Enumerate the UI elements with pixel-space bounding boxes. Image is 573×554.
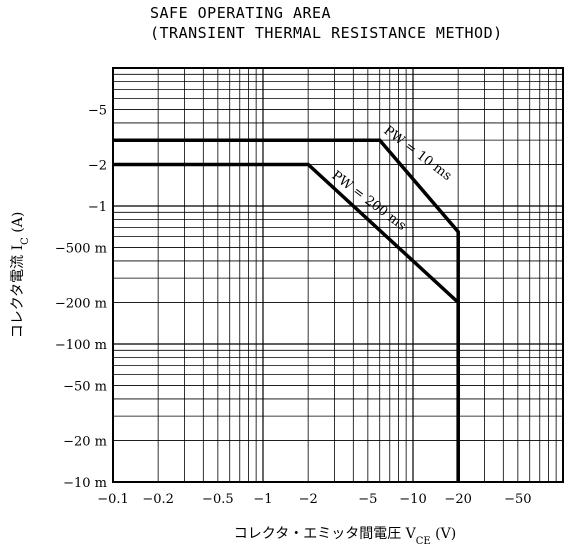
y-tick-label: −50 m bbox=[63, 380, 107, 395]
x-tick-label: −0.1 bbox=[97, 492, 129, 507]
x-axis-label: コレクタ・エミッタ間電圧 VCE (V) bbox=[234, 526, 456, 547]
series-line-2 bbox=[113, 162, 460, 482]
x-tick-label: −1 bbox=[253, 492, 272, 507]
y-tick-label: −5 bbox=[88, 104, 107, 119]
x-tick-label: −20 bbox=[444, 492, 471, 507]
x-tick-label: −10 bbox=[399, 492, 426, 507]
x-tick-label: −0.5 bbox=[202, 492, 234, 507]
y-tick-label: −2 bbox=[88, 158, 107, 173]
y-tick-label: −200 m bbox=[55, 296, 107, 311]
y-tick-label: −20 m bbox=[63, 434, 107, 449]
y-tick-label: −100 m bbox=[55, 338, 107, 353]
chart-subtitle: (TRANSIENT THERMAL RESISTANCE METHOD) bbox=[150, 24, 503, 42]
chart-title: SAFE OPERATING AREA bbox=[150, 4, 332, 22]
x-tick-label: −2 bbox=[299, 492, 318, 507]
x-tick-label: −5 bbox=[358, 492, 377, 507]
y-axis-label: コレクタ電流 IC (A) bbox=[10, 212, 31, 339]
plot-frame bbox=[112, 67, 564, 483]
y-tick-label: −10 m bbox=[63, 476, 107, 491]
series-annotation-2: PW = 200 ms bbox=[329, 168, 409, 234]
grid bbox=[113, 68, 563, 482]
y-tick-label: −500 m bbox=[55, 242, 107, 257]
y-tick-label: −1 bbox=[88, 200, 107, 215]
x-tick-label: −50 bbox=[504, 492, 531, 507]
x-tick-label: −0.2 bbox=[142, 492, 174, 507]
